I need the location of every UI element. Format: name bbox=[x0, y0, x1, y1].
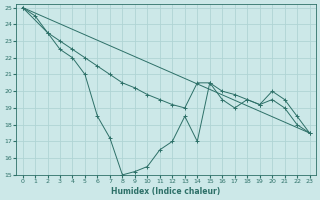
X-axis label: Humidex (Indice chaleur): Humidex (Indice chaleur) bbox=[111, 187, 221, 196]
